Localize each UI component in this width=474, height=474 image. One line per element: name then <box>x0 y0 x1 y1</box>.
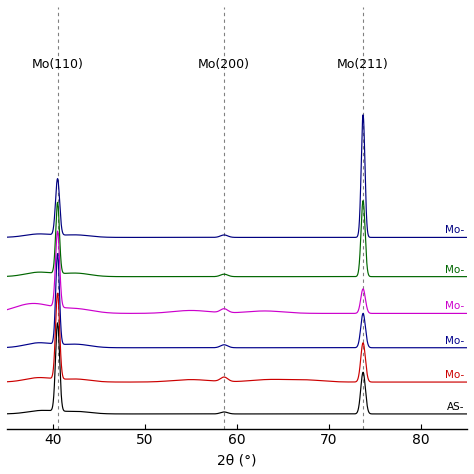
Text: Mo(211): Mo(211) <box>337 58 389 71</box>
Text: Mo-: Mo- <box>445 264 465 274</box>
Text: AS-: AS- <box>447 402 465 412</box>
X-axis label: 2θ (°): 2θ (°) <box>217 453 257 467</box>
Text: Mo-: Mo- <box>445 370 465 380</box>
Text: Mo(200): Mo(200) <box>198 58 250 71</box>
Text: Mo-: Mo- <box>445 226 465 236</box>
Text: Mo-: Mo- <box>445 301 465 311</box>
Text: Mo-: Mo- <box>445 336 465 346</box>
Text: Mo(110): Mo(110) <box>32 58 83 71</box>
